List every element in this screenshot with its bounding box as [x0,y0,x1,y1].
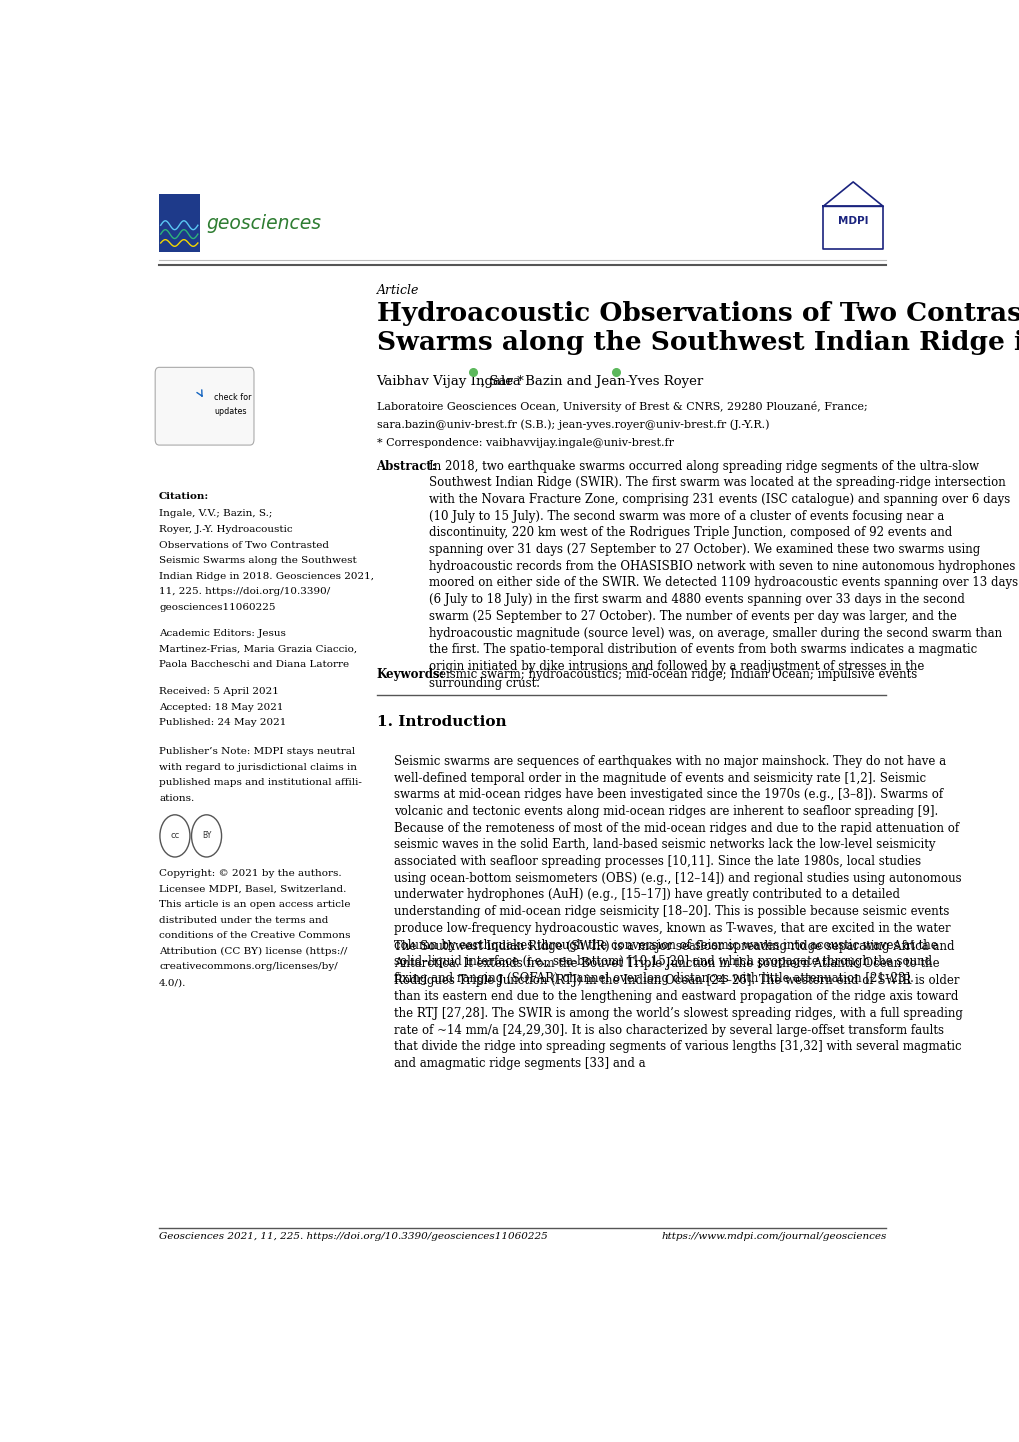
Text: sara.bazin@univ-brest.fr (S.B.); jean-yves.royer@univ-brest.fr (J.-Y.R.): sara.bazin@univ-brest.fr (S.B.); jean-yv… [376,420,768,430]
Text: MDPI: MDPI [837,216,867,226]
Text: This article is an open access article: This article is an open access article [159,900,351,910]
FancyBboxPatch shape [159,195,200,252]
Text: Abstract:: Abstract: [376,460,436,473]
Text: Hydroacoustic Observations of Two Contrasted Seismic
Swarms along the Southwest : Hydroacoustic Observations of Two Contra… [376,301,1019,355]
Text: Accepted: 18 May 2021: Accepted: 18 May 2021 [159,702,283,712]
Text: https://www.mdpi.com/journal/geosciences: https://www.mdpi.com/journal/geosciences [660,1233,886,1242]
Text: Received: 5 April 2021: Received: 5 April 2021 [159,688,279,696]
Text: Royer, J.-Y. Hydroacoustic: Royer, J.-Y. Hydroacoustic [159,525,292,534]
Text: published maps and institutional affili-: published maps and institutional affili- [159,779,362,787]
Text: Licensee MDPI, Basel, Switzerland.: Licensee MDPI, Basel, Switzerland. [159,885,346,894]
Text: BY: BY [202,832,211,841]
Text: 11, 225. https://doi.org/10.3390/: 11, 225. https://doi.org/10.3390/ [159,587,330,596]
Text: Publisher’s Note: MDPI stays neutral: Publisher’s Note: MDPI stays neutral [159,747,355,756]
Text: geosciences: geosciences [206,213,321,234]
Text: ations.: ations. [159,793,195,803]
Text: Laboratoire Geosciences Ocean, University of Brest & CNRS, 29280 Plouzané, Franc: Laboratoire Geosciences Ocean, Universit… [376,401,866,411]
Text: conditions of the Creative Commons: conditions of the Creative Commons [159,932,351,940]
Text: geosciences11060225: geosciences11060225 [159,603,275,611]
Text: Vaibhav Vijay Ingale *: Vaibhav Vijay Ingale * [376,375,524,388]
Text: In 2018, two earthquake swarms occurred along spreading ridge segments of the ul: In 2018, two earthquake swarms occurred … [428,460,1017,689]
Text: Attribution (CC BY) license (https://: Attribution (CC BY) license (https:// [159,947,347,956]
Text: Academic Editors: Jesus: Academic Editors: Jesus [159,629,285,639]
Text: cc: cc [170,832,179,841]
Text: The Southwest Indian Ridge (SWIR) is a major seafloor spreading ridge separating: The Southwest Indian Ridge (SWIR) is a m… [393,940,962,1070]
FancyBboxPatch shape [155,368,254,446]
Text: Ingale, V.V.; Bazin, S.;: Ingale, V.V.; Bazin, S.; [159,509,272,519]
Text: updates: updates [214,407,247,417]
Text: Indian Ridge in 2018. Geosciences 2021,: Indian Ridge in 2018. Geosciences 2021, [159,571,374,581]
Text: creativecommons.org/licenses/by/: creativecommons.org/licenses/by/ [159,962,337,972]
Text: distributed under the terms and: distributed under the terms and [159,916,328,924]
Text: Published: 24 May 2021: Published: 24 May 2021 [159,718,286,727]
Text: Seismic swarms are sequences of earthquakes with no major mainshock. They do not: Seismic swarms are sequences of earthqua… [393,754,961,985]
Text: Citation:: Citation: [159,492,209,500]
Text: Martinez-Frias, Maria Grazia Ciaccio,: Martinez-Frias, Maria Grazia Ciaccio, [159,645,357,653]
Text: 4.0/).: 4.0/). [159,978,186,986]
Text: Paola Baccheschi and Diana Latorre: Paola Baccheschi and Diana Latorre [159,660,348,669]
Text: seismic swarm; hydroacoustics; mid-ocean ridge; Indian Ocean; impulsive events: seismic swarm; hydroacoustics; mid-ocean… [433,668,917,681]
Text: Article: Article [376,284,419,297]
Text: Keywords:: Keywords: [376,668,444,681]
Text: Copyright: © 2021 by the authors.: Copyright: © 2021 by the authors. [159,870,341,878]
Text: Seismic Swarms along the Southwest: Seismic Swarms along the Southwest [159,557,357,565]
Text: Geosciences 2021, 11, 225. https://doi.org/10.3390/geosciences11060225: Geosciences 2021, 11, 225. https://doi.o… [159,1233,547,1242]
Text: check for: check for [214,392,252,402]
Text: Observations of Two Contrasted: Observations of Two Contrasted [159,541,329,549]
Text: , Sara Bazin and Jean-Yves Royer: , Sara Bazin and Jean-Yves Royer [480,375,702,388]
Text: * Correspondence: vaibhavvijay.ingale@univ-brest.fr: * Correspondence: vaibhavvijay.ingale@un… [376,438,673,448]
Text: 1. Introduction: 1. Introduction [376,715,505,728]
Text: with regard to jurisdictional claims in: with regard to jurisdictional claims in [159,763,357,771]
